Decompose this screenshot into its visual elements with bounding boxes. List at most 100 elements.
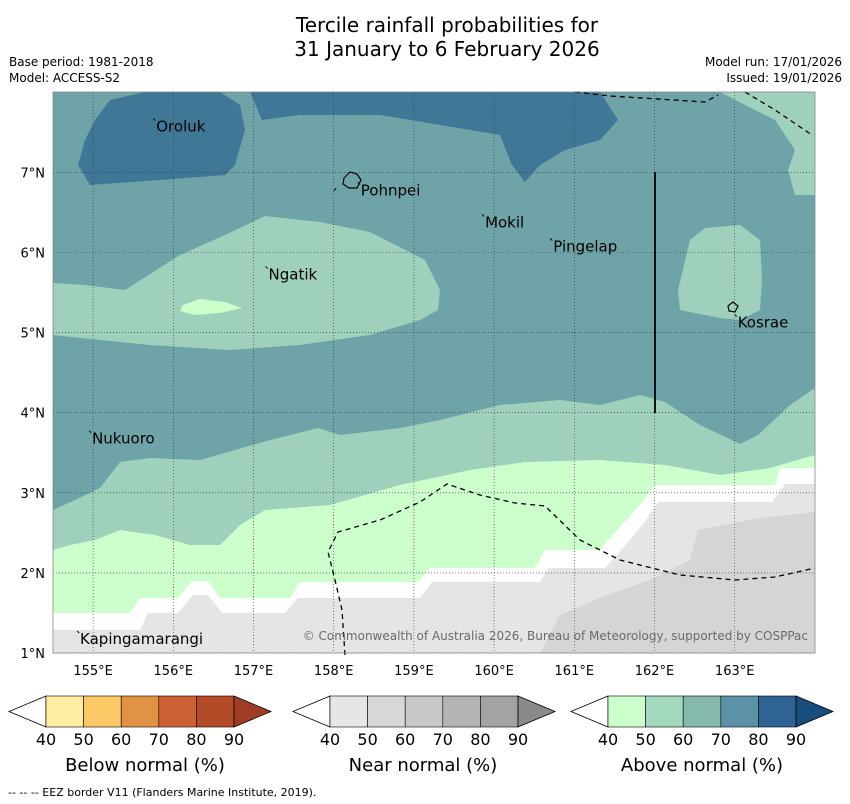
island-marker	[152, 117, 156, 121]
place-label-ngatik: Ngatik	[269, 266, 318, 284]
near-normal-label: Near normal (%)	[348, 755, 498, 776]
field-above-50	[53, 216, 440, 350]
eez-border-north	[574, 91, 719, 103]
colorbar-above-tick: 80	[748, 730, 769, 749]
island-marker	[481, 214, 485, 217]
colorbar-below-tick: 60	[111, 730, 132, 749]
lon-tick-label: 160°E	[474, 664, 514, 679]
ant-atoll-mark	[333, 187, 337, 192]
lat-tick-label: 2°N	[21, 567, 46, 582]
island-marker	[734, 314, 738, 317]
colorbar-above-segment	[758, 695, 797, 728]
colorbar-above-tick: 40	[597, 730, 619, 749]
colorbar-near-tick: 60	[395, 730, 416, 749]
place-label-mokil: Mokil	[485, 213, 524, 231]
colorbar-below-tick: 70	[148, 730, 169, 749]
colorbar-near-segment	[480, 695, 519, 728]
lon-tick-label: 159°E	[394, 664, 434, 679]
colorbar-near-tick: 40	[319, 730, 341, 749]
place-label-nukuoro: Nukuoro	[92, 430, 155, 448]
colorbar-below-segment	[120, 695, 160, 728]
colorbar-above-upper-extend	[795, 695, 835, 728]
field-above-50	[720, 92, 815, 195]
field-above-80	[78, 92, 245, 185]
lon-tick-label: 158°E	[314, 664, 354, 679]
lat-tick-label: 1°N	[21, 647, 46, 662]
colorbar-above-normal	[569, 695, 835, 728]
eez-border-northeast	[744, 91, 813, 136]
field-above-50	[678, 225, 762, 320]
lon-tick-label: 157°E	[234, 664, 274, 679]
lat-tick-label: 7°N	[21, 166, 46, 181]
colorbar-near-segment	[329, 695, 368, 728]
colorbar-near-segment	[404, 695, 444, 728]
model-name: Model: ACCESS-S2	[9, 71, 121, 85]
place-label-pohnpei: Pohnpei	[361, 181, 421, 199]
colorbar-below-upper-extend	[233, 695, 273, 728]
kosrae-island-icon	[727, 301, 739, 313]
island-marker	[88, 430, 92, 434]
map-title-line2: 31 January to 6 February 2026	[294, 37, 600, 61]
island-marker	[265, 266, 268, 269]
map-title-line1: Tercile rainfall probabilities for	[295, 13, 599, 37]
eez-border-south	[327, 483, 816, 656]
colorbar-below-normal	[7, 695, 273, 728]
island-marker	[357, 182, 361, 185]
lat-tick-label: 6°N	[21, 247, 46, 262]
place-label-kosrae: Kosrae	[738, 314, 789, 332]
below-normal-label: Below normal (%)	[65, 755, 225, 776]
field-above-40	[180, 299, 242, 315]
colorbar-above-tick: 90	[785, 730, 807, 749]
colorbar-above-lower-extend	[569, 695, 609, 728]
map: Oroluk Pohnpei Mokil Pingelap Ngatik Kosrae Nu…	[21, 91, 816, 679]
place-label-kapingamarangi: Kapingamarangi	[80, 630, 203, 648]
colorbar-near-tick: 80	[470, 730, 491, 749]
colorbar-below-segment	[45, 695, 84, 728]
colorbar-near-segment	[367, 695, 406, 728]
lon-tick-label: 155°E	[73, 664, 113, 679]
colorbar-above-tick: 50	[635, 730, 656, 749]
place-label-oroluk: Oroluk	[156, 117, 205, 135]
colorbar-above-segment	[607, 695, 646, 728]
eez-legend-note: -- -- -- EEZ border V11 (Flanders Marine…	[8, 786, 317, 799]
lat-tick-label: 3°N	[21, 487, 46, 502]
field-above-80	[250, 92, 618, 182]
colorbar-near-lower-extend	[291, 695, 331, 728]
above-normal-label: Above normal (%)	[620, 755, 784, 776]
place-labels: Oroluk Pohnpei Mokil Pingelap Ngatik Kosrae Nu…	[76, 117, 789, 648]
model-run: Model run: 17/01/2026	[704, 55, 842, 69]
lon-tick-label: 162°E	[635, 664, 675, 679]
eez-borders	[327, 91, 816, 656]
colorbar-below-tick: 90	[223, 730, 245, 749]
colorbar-above-segment	[720, 695, 759, 728]
issued-date: Issued: 19/01/2026	[726, 71, 842, 85]
colorbar-below-tick: 50	[73, 730, 94, 749]
colorbar-above-tick: 70	[710, 730, 731, 749]
island-marker	[549, 238, 553, 241]
colorbar-near-upper-extend	[517, 695, 557, 728]
colorbar-near-segment	[442, 695, 481, 728]
colorbar-below-segment	[83, 695, 122, 728]
colorbar-below-tick: 80	[186, 730, 207, 749]
axis-tick-labels: 155°E 156°E 157°E 158°E 159°E 160°E 161°E 162°E…	[21, 166, 755, 679]
base-period: Base period: 1981-2018	[9, 55, 154, 69]
copyright-notice: © Commonwealth of Australia 2026, Bureau…	[303, 629, 808, 643]
colorbar-near-normal	[291, 695, 557, 728]
colorbar-above-segment	[645, 695, 684, 728]
lat-tick-label: 5°N	[21, 327, 46, 342]
colorbar-above-segment	[682, 695, 722, 728]
lon-tick-label: 163°E	[715, 664, 755, 679]
colorbar-above-tick: 60	[673, 730, 694, 749]
map-frame	[52, 91, 816, 654]
colorbar-near-tick: 70	[432, 730, 453, 749]
colorbar-below-segment	[196, 695, 235, 728]
colorbar-below-segment	[158, 695, 197, 728]
map-fields	[53, 92, 815, 653]
lon-tick-label: 156°E	[154, 664, 194, 679]
island-marker	[76, 630, 80, 634]
colorbar-below-tick: 40	[35, 730, 57, 749]
colorbar-near-tick: 90	[507, 730, 529, 749]
colorbar-below-lower-extend	[7, 695, 47, 728]
colorbar-near-tick: 50	[357, 730, 378, 749]
